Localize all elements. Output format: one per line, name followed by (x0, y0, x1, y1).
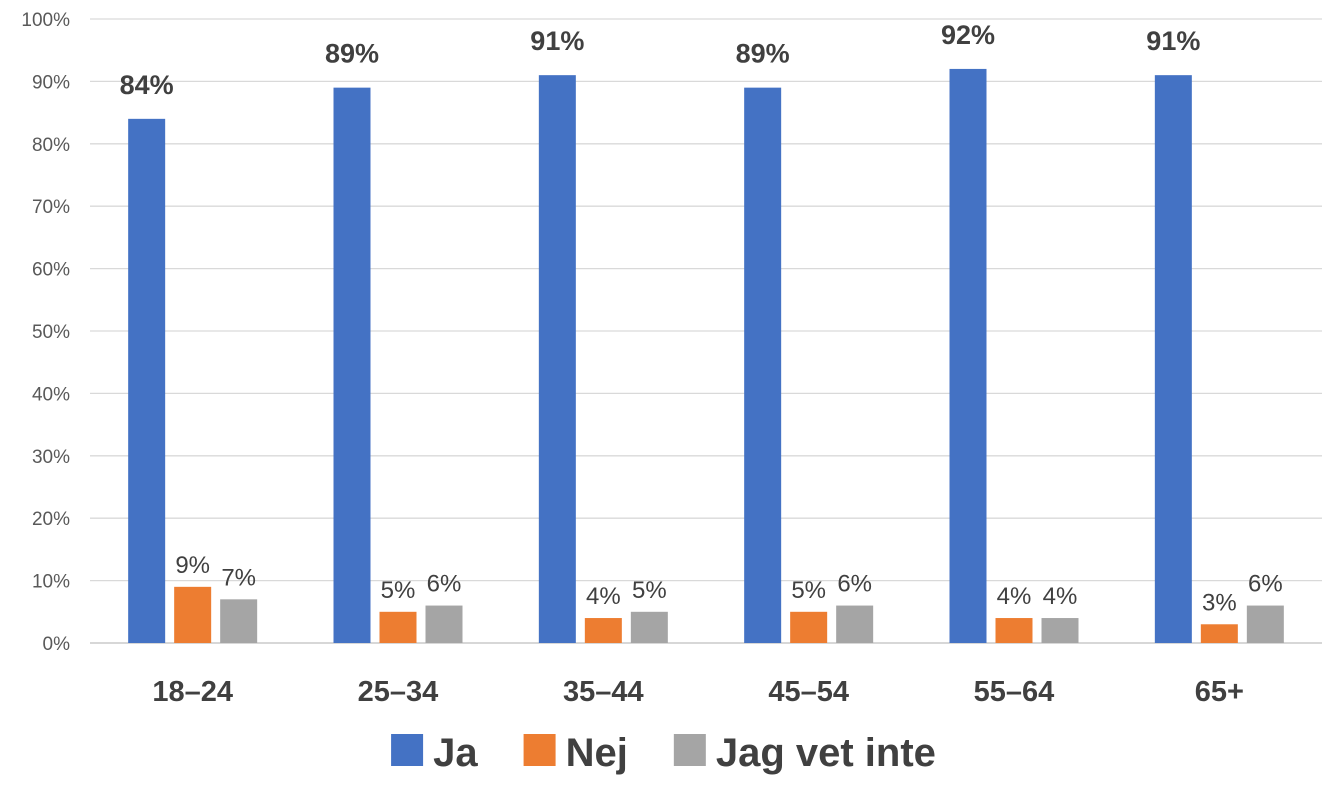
bar (584, 618, 622, 643)
data-label: 7% (221, 564, 256, 591)
x-tick-label: 35–44 (563, 676, 644, 708)
y-tick-label: 20% (32, 509, 70, 530)
y-axis-tick-labels: 0% 10% 20% 30% 40% 50% 60% 70% 80% 90% 100% (21, 10, 70, 655)
data-label: 92% (941, 20, 995, 50)
bar (744, 87, 782, 643)
data-label: 4% (1043, 583, 1078, 610)
data-label: 5% (381, 577, 416, 604)
x-axis-category-labels: 18–24 25–34 35–44 45–54 55–64 65+ (152, 676, 1244, 708)
legend: Ja Nej Jag vet inte (391, 731, 936, 775)
bar (1200, 624, 1238, 643)
bar (949, 68, 987, 644)
data-label: 6% (837, 571, 872, 598)
data-label: 5% (791, 577, 826, 604)
data-label: 91% (530, 26, 584, 56)
y-tick-label: 80% (32, 135, 70, 156)
y-tick-label: 30% (32, 447, 70, 468)
x-tick-label: 55–64 (974, 676, 1055, 708)
bar (630, 611, 668, 643)
legend-label: Ja (433, 731, 478, 775)
bar (220, 599, 258, 643)
bar (1041, 618, 1079, 643)
bar (425, 605, 463, 643)
bar (836, 605, 874, 643)
bars (128, 68, 1284, 644)
x-tick-label: 45–54 (768, 676, 849, 708)
x-tick-label: 65+ (1195, 676, 1244, 708)
bar (128, 118, 166, 644)
y-tick-label: 0% (43, 634, 71, 655)
gridlines (90, 18, 1322, 644)
y-tick-label: 90% (32, 72, 70, 93)
legend-swatch (673, 734, 706, 766)
y-tick-label: 70% (32, 197, 70, 218)
bar (538, 75, 576, 643)
data-label: 4% (586, 583, 621, 610)
legend-item: Ja (391, 731, 478, 775)
data-label: 89% (736, 39, 790, 69)
y-tick-label: 50% (32, 322, 70, 343)
data-label: 89% (325, 39, 379, 69)
data-label: 84% (120, 70, 174, 100)
data-label: 3% (1202, 589, 1237, 616)
data-label: 6% (1248, 571, 1283, 598)
y-tick-label: 100% (21, 10, 70, 31)
bar (174, 586, 212, 643)
legend-swatch (523, 734, 556, 766)
data-label: 5% (632, 577, 667, 604)
x-tick-label: 25–34 (358, 676, 439, 708)
data-label: 9% (175, 552, 210, 579)
bar (333, 87, 371, 643)
y-tick-label: 40% (32, 384, 70, 405)
data-labels: 84% 9% 7% 89% 5% 6% 91% 4% 5% 89% 5% 6% 92% 4% 4% 91% 3%… (120, 20, 1283, 616)
legend-label: Nej (566, 731, 628, 775)
y-tick-label: 10% (32, 572, 70, 593)
x-tick-label: 18–24 (152, 676, 233, 708)
legend-item: Jag vet inte (673, 731, 936, 775)
bar (1246, 605, 1284, 643)
data-label: 91% (1146, 26, 1200, 56)
legend-label: Jag vet inte (716, 731, 936, 775)
data-label: 6% (427, 571, 462, 598)
legend-item: Nej (523, 731, 628, 775)
bar (790, 611, 828, 643)
bar (995, 618, 1033, 643)
y-tick-label: 60% (32, 260, 70, 281)
legend-swatch (391, 734, 424, 766)
bar (379, 611, 417, 643)
bar (1154, 75, 1192, 643)
data-label: 4% (997, 583, 1032, 610)
